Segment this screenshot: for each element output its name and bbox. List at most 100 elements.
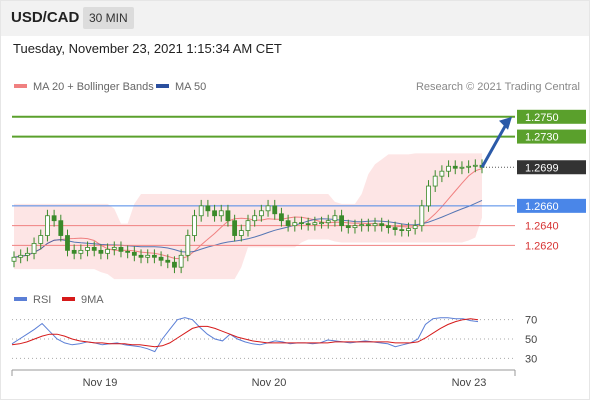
candle-body	[111, 246, 117, 250]
candle-body	[385, 225, 391, 229]
level-label-4: 1.2640	[525, 221, 559, 233]
candle-body	[299, 222, 304, 225]
legend-swatch-1	[156, 84, 169, 88]
candle-body	[365, 224, 371, 227]
level-label-3: 1.2660	[525, 201, 559, 213]
candle-body	[345, 225, 351, 229]
legend-swatch-0	[14, 84, 27, 88]
candle-body	[339, 215, 345, 227]
candle-body	[105, 248, 110, 254]
candle-body	[192, 215, 197, 236]
candle-body	[419, 205, 425, 227]
candle-body	[392, 227, 398, 230]
candle-body	[332, 215, 338, 222]
candle-body	[272, 205, 278, 215]
candle-body	[379, 223, 385, 227]
level-label-1: 1.2730	[525, 132, 559, 144]
candle-body	[466, 165, 472, 168]
candle-body	[452, 165, 458, 169]
forecast-arrow-head	[499, 116, 512, 130]
candle-body	[325, 220, 331, 224]
candle-body	[45, 215, 50, 236]
candle-body	[285, 220, 291, 227]
candle-body	[252, 215, 258, 222]
candle-body	[198, 205, 204, 217]
candle-body	[439, 170, 445, 177]
candle-body	[91, 246, 97, 251]
forecast-arrow	[480, 122, 509, 168]
candle-body	[131, 251, 137, 256]
timeframe-button[interactable]: 30 MIN	[83, 7, 134, 29]
candle-body	[24, 252, 30, 256]
candle-body	[225, 210, 231, 222]
candle-body	[258, 210, 264, 217]
candle-body	[312, 222, 318, 226]
candle-body	[305, 223, 311, 226]
candle-body	[472, 164, 478, 167]
symbol-title: USD/CAD	[11, 9, 80, 26]
x-tick-2: Nov 23	[452, 377, 487, 389]
level-label-2: 1.2699	[525, 162, 559, 174]
candle-body	[165, 259, 171, 263]
candle-body	[232, 220, 238, 236]
candle-body	[238, 230, 244, 236]
copyright-text: Research © 2021 Trading Central	[416, 81, 580, 93]
level-label-0: 1.2750	[525, 112, 559, 124]
candle-body	[205, 205, 211, 212]
rsi-ytick-0: 70	[525, 315, 537, 327]
candle-body	[406, 228, 411, 231]
ma50-line	[13, 199, 483, 258]
candle-body	[172, 261, 177, 268]
rsi-legend-label-1: 9MA	[81, 294, 104, 306]
candle-body	[292, 222, 298, 227]
candle-body	[58, 220, 64, 236]
level-label-bg-2	[517, 160, 586, 175]
candle-body	[98, 249, 104, 254]
candle-body	[18, 254, 24, 258]
candle-body	[426, 185, 431, 207]
candle-body	[71, 249, 77, 254]
x-tick-1: Nov 20	[252, 377, 287, 389]
level-label-5: 1.2620	[525, 240, 559, 252]
level-label-bg-0	[517, 109, 586, 124]
candle-body	[178, 254, 184, 268]
candle-body	[245, 220, 251, 231]
candle-body	[118, 246, 124, 252]
candle-body	[145, 254, 151, 258]
candle-body	[459, 166, 465, 169]
candle-body	[65, 235, 70, 251]
candle-body	[51, 215, 57, 222]
candle-body	[31, 243, 37, 254]
rsi-series-0	[11, 317, 479, 353]
level-label-bg-3	[517, 198, 586, 213]
candle-body	[185, 235, 191, 256]
rsi-legend-swatch-0	[14, 297, 27, 301]
candle-body	[78, 249, 84, 254]
candle-body	[352, 225, 358, 229]
chart-datetime: Tuesday, November 23, 2021 1:15:34 AM CE…	[13, 41, 282, 56]
candle-body	[125, 250, 131, 253]
candle-body	[38, 235, 44, 244]
candle-body	[432, 175, 438, 187]
x-tick-0: Nov 19	[83, 377, 118, 389]
rsi-legend-label-0: RSI	[33, 294, 51, 306]
candle-body	[399, 229, 405, 231]
level-label-bg-1	[517, 129, 586, 144]
candle-body	[412, 225, 418, 229]
candle-body	[151, 254, 157, 258]
candle-body	[212, 210, 217, 217]
rsi-ytick-2: 30	[525, 353, 537, 365]
rsi-ytick-1: 50	[525, 334, 537, 346]
candle-body	[279, 213, 284, 222]
candle-body	[372, 223, 378, 227]
candle-body	[446, 165, 451, 172]
candle-body	[359, 224, 365, 227]
candle-body	[138, 254, 144, 258]
legend-label-0: MA 20 + Bollinger Bands	[33, 81, 154, 93]
candle-body	[265, 205, 271, 212]
candle-body	[11, 256, 17, 262]
rsi-series-1	[11, 318, 479, 348]
rsi-legend-swatch-1	[62, 297, 75, 301]
candle-body	[158, 256, 164, 261]
